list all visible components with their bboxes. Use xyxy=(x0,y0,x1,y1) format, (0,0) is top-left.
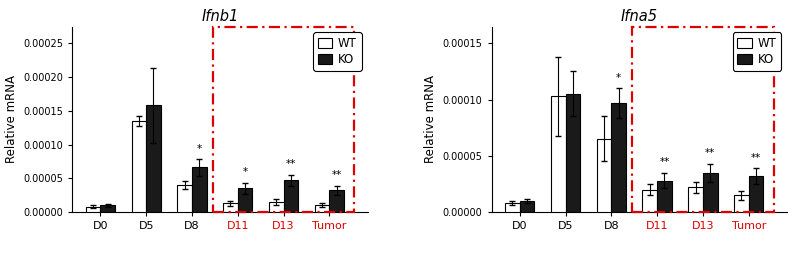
Bar xyxy=(86,207,100,212)
Bar xyxy=(504,203,519,212)
Legend: WT, KO: WT, KO xyxy=(731,32,780,71)
Bar xyxy=(610,103,626,212)
Bar xyxy=(733,195,747,212)
Bar xyxy=(642,189,656,212)
Y-axis label: Relative mRNA: Relative mRNA xyxy=(423,75,436,163)
Text: *: * xyxy=(242,167,247,178)
Bar xyxy=(269,202,283,212)
Bar xyxy=(237,188,252,212)
Text: *: * xyxy=(615,73,621,83)
Bar xyxy=(100,205,115,212)
Bar xyxy=(656,180,671,212)
Bar xyxy=(213,26,354,212)
Text: **: ** xyxy=(704,148,715,158)
Title: Ifna5: Ifna5 xyxy=(620,9,657,24)
Bar xyxy=(550,96,565,212)
Bar xyxy=(223,203,237,212)
Bar xyxy=(146,105,160,212)
Text: **: ** xyxy=(658,157,669,167)
Bar xyxy=(596,139,610,212)
Bar xyxy=(329,191,344,212)
Bar xyxy=(565,94,580,212)
Text: **: ** xyxy=(286,159,296,169)
Text: **: ** xyxy=(750,153,760,163)
Bar xyxy=(702,173,717,212)
Bar xyxy=(283,180,298,212)
Bar xyxy=(519,201,533,212)
Bar xyxy=(314,205,329,212)
Bar xyxy=(687,187,702,212)
Legend: WT, KO: WT, KO xyxy=(313,32,361,71)
Text: *: * xyxy=(196,144,201,154)
Y-axis label: Relative mRNA: Relative mRNA xyxy=(5,75,18,163)
Title: Ifnb1: Ifnb1 xyxy=(201,9,238,24)
Bar xyxy=(747,176,763,212)
Text: **: ** xyxy=(331,170,342,180)
Bar xyxy=(177,185,192,212)
Bar xyxy=(192,167,206,212)
Bar xyxy=(632,26,772,212)
Bar xyxy=(132,121,146,212)
